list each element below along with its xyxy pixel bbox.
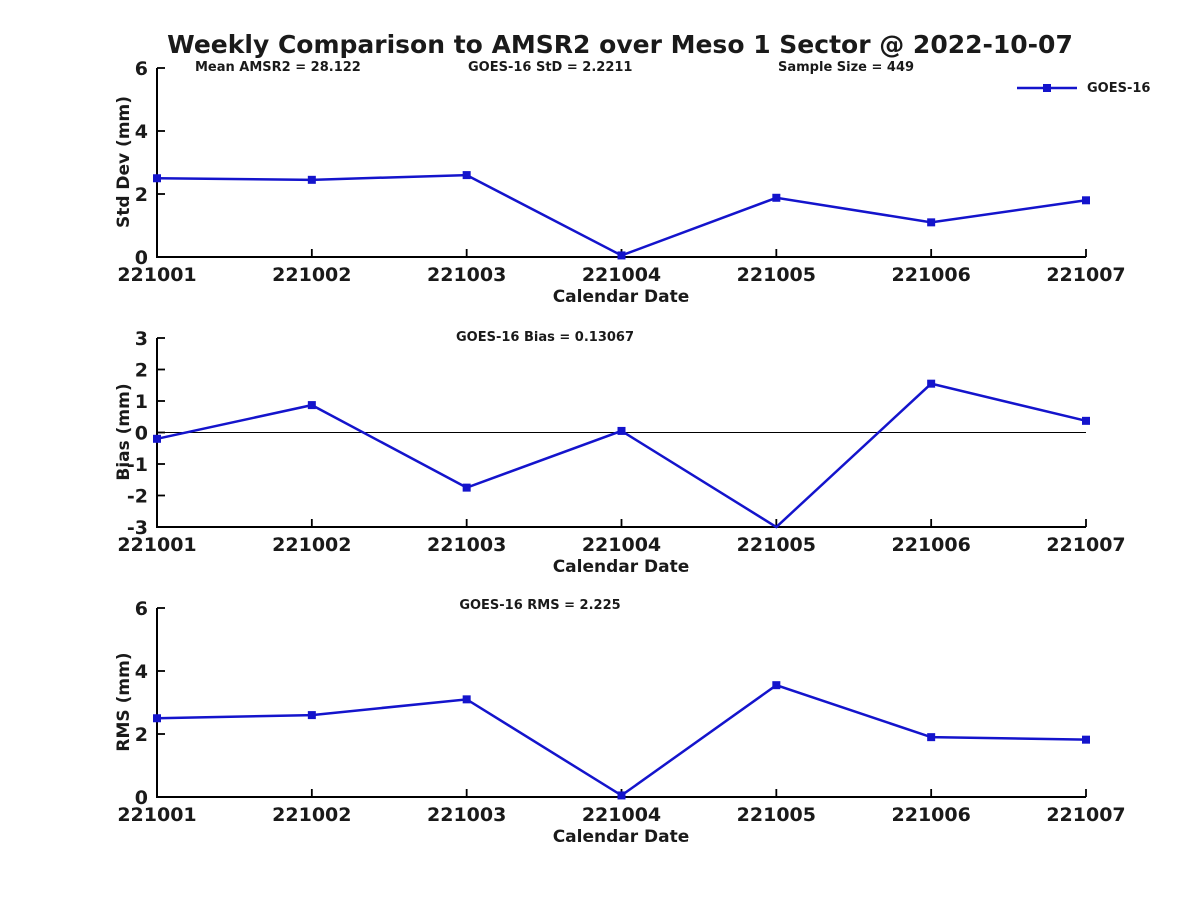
data-point-marker [307, 175, 316, 184]
data-point-marker [772, 193, 781, 202]
y-tick-label: 0 [135, 247, 148, 269]
y-tick-label: 2 [135, 360, 148, 382]
x-tick-label: 221007 [1046, 264, 1125, 286]
data-point-marker [927, 218, 936, 227]
xlabel-bias: Calendar Date [552, 557, 690, 577]
x-tick-label: 221006 [892, 804, 971, 826]
x-tick-label: 221006 [892, 264, 971, 286]
y-tick-label: 0 [135, 423, 148, 445]
data-point-marker [462, 171, 471, 180]
y-tick-label: 2 [135, 724, 148, 746]
ylabel-rms: RMS (mm) [114, 652, 134, 752]
x-tick-label: 221006 [892, 534, 971, 556]
x-tick-label: 221005 [737, 534, 816, 556]
data-point-marker [307, 401, 316, 410]
ylabel-std-dev: Std Dev (mm) [114, 95, 134, 229]
y-tick-label: 6 [135, 598, 148, 620]
y-tick-label: 4 [135, 661, 148, 683]
data-point-marker [772, 681, 781, 690]
x-tick-label: 221003 [427, 534, 506, 556]
subtitle-bias: GOES-16 Bias = 0.13067 [455, 330, 635, 345]
y-tick-label: -1 [127, 454, 148, 476]
x-tick-label: 221003 [427, 264, 506, 286]
x-tick-label: 221007 [1046, 534, 1125, 556]
legend-line-icon [1017, 84, 1077, 92]
legend-label: GOES-16 [1087, 80, 1151, 96]
y-tick-label: 3 [135, 328, 148, 350]
data-point-marker [617, 251, 626, 260]
y-tick-label: 0 [135, 787, 148, 809]
data-point-marker [617, 791, 626, 800]
data-point-marker [1082, 196, 1090, 205]
x-tick-label: 221002 [272, 534, 351, 556]
x-tick-label: 221001 [117, 534, 196, 556]
data-point-marker [927, 379, 936, 388]
x-tick-label: 221003 [427, 804, 506, 826]
annotation-goes16-std: GOES-16 StD = 2.2211 [468, 60, 633, 75]
data-point-marker [307, 711, 316, 720]
y-tick-label: 2 [135, 184, 148, 206]
annotation-sample-size: Sample Size = 449 [778, 60, 915, 75]
legend: GOES-16 [1016, 80, 1150, 96]
data-point-marker [153, 714, 161, 723]
x-tick-label: 221004 [582, 534, 661, 556]
data-point-marker [462, 695, 471, 704]
data-point-marker [927, 733, 936, 742]
x-tick-label: 221005 [737, 804, 816, 826]
subtitle-rms: GOES-16 RMS = 2.225 [459, 598, 621, 613]
x-tick-label: 221001 [117, 804, 196, 826]
data-point-marker [617, 426, 626, 435]
x-tick-label: 221002 [272, 804, 351, 826]
xlabel-rms: Calendar Date [552, 827, 690, 847]
data-point-marker [1082, 735, 1090, 744]
y-tick-label: -2 [127, 486, 148, 508]
y-tick-label: -3 [127, 517, 148, 539]
y-tick-label: 6 [135, 58, 148, 80]
data-point-marker [462, 483, 471, 492]
x-tick-label: 221002 [272, 264, 351, 286]
data-point-marker [1082, 416, 1090, 425]
data-line [156, 683, 1087, 797]
x-tick-label: 221005 [737, 264, 816, 286]
data-line [156, 382, 1087, 529]
data-point-marker [153, 174, 161, 183]
y-tick-label: 1 [135, 391, 148, 413]
annotation-mean-amsr2: Mean AMSR2 = 28.122 [195, 60, 361, 75]
data-line [156, 173, 1087, 257]
x-tick-label: 221004 [582, 804, 661, 826]
figure-title: Weekly Comparison to AMSR2 over Meso 1 S… [167, 30, 1073, 59]
data-point-marker [153, 434, 161, 443]
x-tick-label: 221007 [1046, 804, 1125, 826]
x-tick-label: 221004 [582, 264, 661, 286]
xlabel-std-dev: Calendar Date [552, 287, 690, 307]
ylabel-bias: Bias (mm) [114, 383, 134, 481]
x-tick-label: 221001 [117, 264, 196, 286]
y-tick-label: 4 [135, 121, 148, 143]
